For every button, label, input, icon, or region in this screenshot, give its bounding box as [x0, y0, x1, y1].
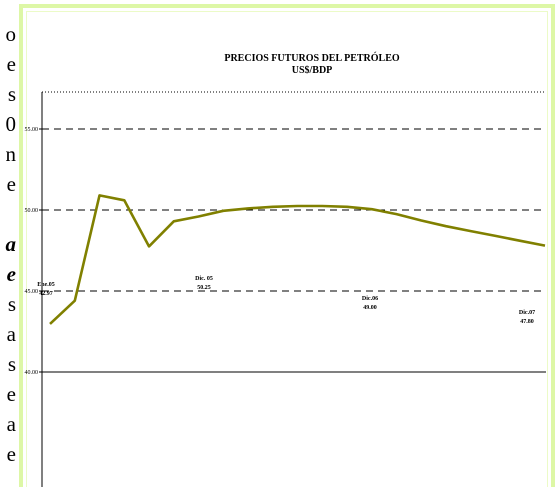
text-fragment: n	[5, 142, 17, 166]
chart-frame-inner	[26, 11, 548, 487]
text-fragment: s	[7, 292, 16, 316]
text-fragment: e	[6, 52, 16, 76]
annotation-date-label: Dic. 05	[195, 276, 213, 282]
chart-frame	[19, 4, 555, 487]
y-tick-label: 55.00	[25, 127, 39, 133]
y-tick-label: 40.00	[25, 370, 39, 376]
annotation-date-label: Dic.07	[519, 310, 535, 316]
annotation-value-label: 42.97	[39, 291, 53, 297]
chart-subtitle: US$/BDP	[292, 65, 333, 76]
text-fragment: e	[6, 382, 16, 406]
text-fragment: s	[7, 82, 16, 106]
y-tick-label: 45.00	[25, 289, 39, 295]
cropped-text-column: o e s 0 n e a e s a s e a e	[0, 0, 18, 487]
text-fragment: e	[6, 172, 16, 196]
text-fragment: o	[5, 22, 17, 46]
chart-title: PRECIOS FUTUROS DEL PETRÓLEO	[224, 52, 400, 64]
annotation-date-label: Ene.05	[37, 282, 55, 288]
text-fragment: s	[7, 352, 16, 376]
text-fragment: e	[6, 262, 16, 286]
text-fragment: a	[6, 412, 16, 436]
text-fragment: a	[5, 232, 17, 256]
annotation-date-label: Dic.06	[362, 296, 378, 302]
price-series-line	[49, 194, 546, 325]
annotation-value-label: 47.80	[520, 319, 534, 325]
y-tick-label: 50.00	[25, 208, 39, 214]
annotation-value-label: 49.00	[363, 305, 377, 311]
text-fragment: 0	[5, 112, 17, 136]
text-fragment: e	[6, 442, 16, 466]
annotation-value-label: 50.25	[197, 285, 211, 291]
text-fragment: a	[6, 322, 16, 346]
